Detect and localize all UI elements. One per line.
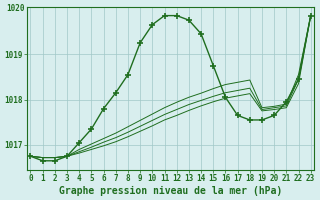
X-axis label: Graphe pression niveau de la mer (hPa): Graphe pression niveau de la mer (hPa) — [59, 186, 282, 196]
Text: 1020: 1020 — [6, 4, 24, 13]
